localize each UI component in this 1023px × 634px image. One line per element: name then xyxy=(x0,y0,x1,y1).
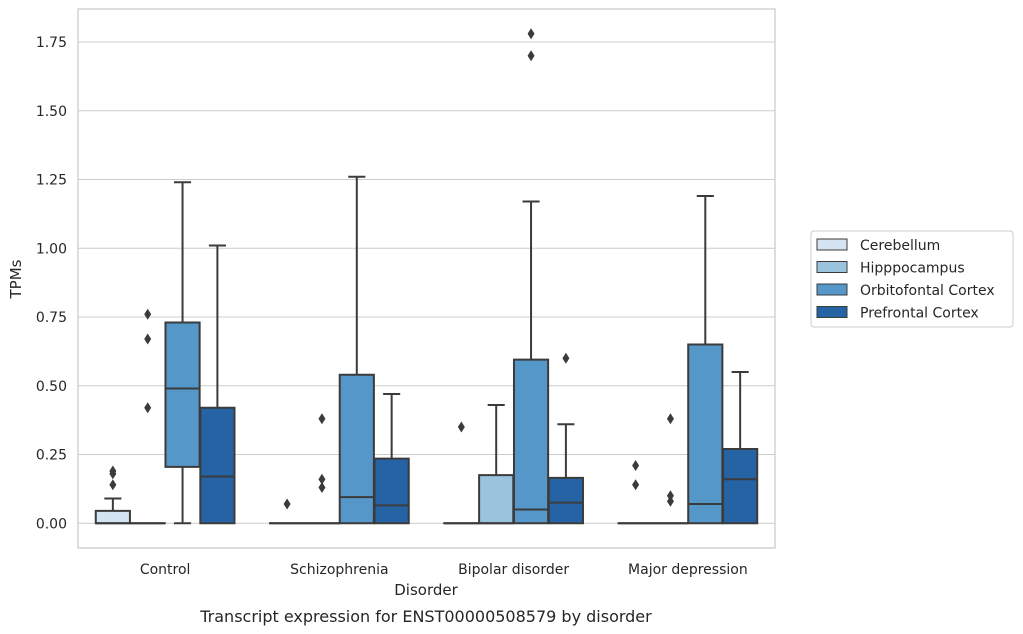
y-tick-label: 1.25 xyxy=(36,173,67,189)
legend-swatch xyxy=(816,306,848,318)
box-orbitofontal-cortex-0 xyxy=(164,181,201,525)
x-axis-label: Disorder xyxy=(394,581,458,599)
box-body xyxy=(199,406,236,525)
box-body xyxy=(547,476,584,525)
box-prefrontal-cortex-3 xyxy=(722,371,759,525)
box-orbitofontal-cortex-3 xyxy=(687,195,724,525)
box-body xyxy=(722,448,759,525)
y-tick-label: 0.75 xyxy=(36,310,67,326)
y-tick-label: 1.75 xyxy=(36,35,67,51)
box-orbitofontal-cortex-2 xyxy=(512,28,550,525)
box-body xyxy=(164,321,201,468)
legend-label: Orbitofontal Cortex xyxy=(860,283,995,299)
legend-swatch xyxy=(816,238,848,251)
box-body xyxy=(94,509,131,525)
x-tick-label: Control xyxy=(140,562,191,578)
legend: Cerebellum Hipppocampus Orbitofontal Corte… xyxy=(810,230,1014,328)
boxes-layer xyxy=(94,28,759,525)
box-cerebellum-1 xyxy=(269,498,306,525)
y-tick-labels: 0.00 0.25 0.50 0.75 1.00 1.25 1.50 1.75 xyxy=(36,35,67,532)
y-axis-label: TPMs xyxy=(7,259,25,299)
plot-frame xyxy=(77,8,776,549)
y-tick-label: 1.00 xyxy=(36,241,67,257)
outlier-point xyxy=(318,413,326,425)
box-prefrontal-cortex-1 xyxy=(373,393,410,525)
outlier-point xyxy=(283,498,291,510)
legend-label: Cerebellum xyxy=(860,238,940,254)
outlier-point xyxy=(527,50,535,62)
outlier-point xyxy=(562,352,570,364)
legend-swatch xyxy=(816,261,848,273)
outlier-point xyxy=(666,490,674,502)
legend-frame xyxy=(810,230,1014,328)
box-body xyxy=(373,457,410,525)
legend-label: Prefrontal Cortex xyxy=(860,306,979,322)
y-tick-label: 1.50 xyxy=(36,104,67,120)
outlier-point xyxy=(109,479,117,491)
box-hipppocampus-1 xyxy=(303,413,341,525)
box-body xyxy=(338,373,375,525)
outlier-point xyxy=(632,460,640,471)
box-hipppocampus-3 xyxy=(652,413,689,525)
box-prefrontal-cortex-0 xyxy=(199,244,236,525)
box-body xyxy=(512,358,550,525)
outlier-point xyxy=(144,308,152,320)
outlier-point xyxy=(527,28,535,40)
box-orbitofontal-cortex-1 xyxy=(338,175,375,525)
x-tick-label: Bipolar disorder xyxy=(458,562,569,578)
outlier-point xyxy=(632,479,640,491)
x-tick-label: Schizophrenia xyxy=(290,562,388,578)
chart-caption: Transcript expression for ENST0000050857… xyxy=(199,607,652,626)
legend-label: Hipppocampus xyxy=(860,261,965,277)
x-tick-labels: Control Schizophrenia Bipolar disorder Majo… xyxy=(140,562,748,578)
y-tick-label: 0.50 xyxy=(36,379,67,395)
outlier-point xyxy=(318,473,326,485)
box-hipppocampus-2 xyxy=(478,404,515,525)
box-cerebellum-3 xyxy=(617,460,654,525)
x-tick-label: Major depression xyxy=(628,562,748,578)
box-prefrontal-cortex-2 xyxy=(547,352,584,525)
box-body xyxy=(687,343,724,525)
outlier-point xyxy=(109,465,117,477)
y-tick-label: 0.25 xyxy=(36,448,67,464)
y-tick-label: 0.00 xyxy=(36,516,67,532)
box-cerebellum-0 xyxy=(94,465,131,525)
box-cerebellum-2 xyxy=(443,421,480,525)
box-body xyxy=(478,474,515,525)
legend-swatch xyxy=(816,283,848,296)
outlier-point xyxy=(457,421,465,433)
box-hipppocampus-0 xyxy=(129,308,166,525)
outlier-point xyxy=(318,482,326,493)
outlier-point xyxy=(666,413,674,425)
outlier-point xyxy=(144,402,152,414)
outlier-point xyxy=(144,333,152,345)
